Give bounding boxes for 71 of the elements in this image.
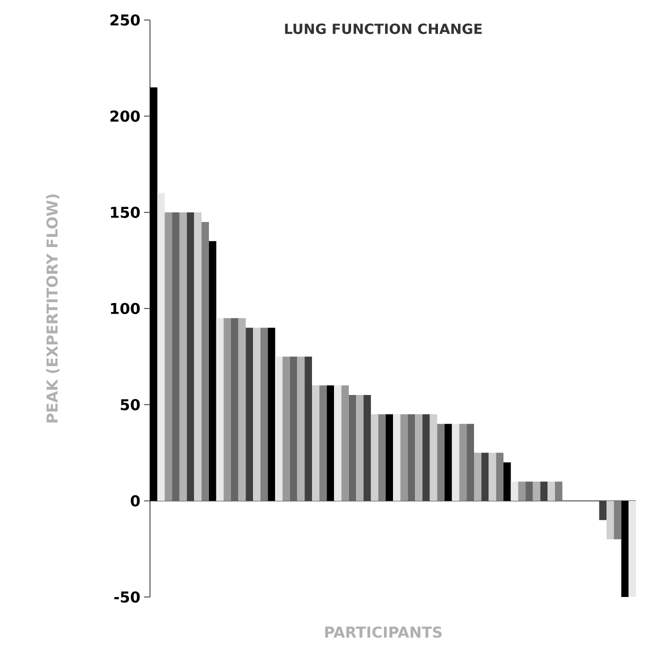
bar <box>297 356 305 501</box>
bar <box>348 395 356 501</box>
bar <box>386 414 393 501</box>
bar <box>194 212 202 501</box>
bar <box>408 414 416 501</box>
y-tick-label: 50 <box>120 399 140 410</box>
y-tick-label: 250 <box>110 14 140 26</box>
bar <box>304 356 312 501</box>
bar <box>282 356 290 501</box>
bar <box>510 482 518 501</box>
bar <box>364 395 371 501</box>
bar <box>312 385 320 501</box>
bar <box>555 482 562 501</box>
y-axis-title: PEAK (EXPERTITORY FLOW) <box>46 194 60 422</box>
bar <box>606 500 614 540</box>
bar <box>415 414 422 501</box>
bar <box>437 424 445 501</box>
bar <box>459 424 467 501</box>
bar <box>452 424 460 501</box>
bar <box>341 385 349 501</box>
bar <box>157 193 165 501</box>
bar <box>474 452 482 501</box>
bar <box>275 356 283 501</box>
y-tick-label: -50 <box>114 591 140 603</box>
bar <box>430 414 438 501</box>
bar <box>290 356 298 501</box>
bar <box>253 328 260 501</box>
bar <box>422 414 430 501</box>
bar <box>224 318 231 501</box>
x-axis-title: PARTICIPANTS <box>325 626 442 638</box>
bar <box>621 500 629 597</box>
bar <box>614 500 622 540</box>
bar <box>179 212 187 501</box>
bar <box>481 452 489 501</box>
chart-title: LUNG FUNCTION CHANGE <box>285 24 482 34</box>
bar <box>628 500 636 597</box>
bar <box>356 395 364 501</box>
y-tick-label: 150 <box>110 206 140 218</box>
bar <box>496 452 504 501</box>
bar <box>260 328 268 501</box>
bar <box>526 482 533 501</box>
bar <box>503 462 511 501</box>
bar <box>466 424 474 501</box>
bar <box>444 424 452 501</box>
bar <box>150 87 158 501</box>
bar <box>326 385 334 501</box>
bar <box>548 482 556 501</box>
bar <box>164 212 172 501</box>
bar <box>334 385 342 501</box>
bar <box>393 414 400 501</box>
bar <box>238 318 246 501</box>
bar <box>172 212 180 501</box>
bar <box>202 222 209 501</box>
bar <box>216 318 224 501</box>
bar <box>540 482 548 501</box>
bar <box>319 385 327 501</box>
bar <box>378 414 386 501</box>
bar <box>532 482 540 501</box>
bar <box>488 452 496 501</box>
bar <box>370 414 378 501</box>
bar <box>208 241 216 501</box>
bar <box>599 500 607 520</box>
bar <box>186 212 194 501</box>
bar <box>246 328 254 501</box>
bar <box>231 318 238 501</box>
bar <box>268 328 276 501</box>
bar <box>518 482 526 501</box>
bar <box>400 414 408 501</box>
y-tick-label: 100 <box>110 302 140 314</box>
y-tick-label: 200 <box>110 110 140 122</box>
y-tick-label: 0 <box>130 495 140 506</box>
